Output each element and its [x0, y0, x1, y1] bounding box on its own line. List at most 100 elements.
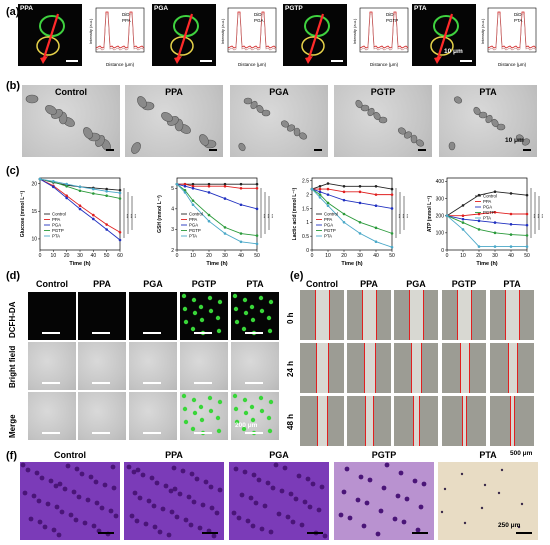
- scratch-image: [394, 343, 438, 393]
- x-tick-label: 0: [39, 253, 42, 259]
- scale-bar: [523, 149, 531, 151]
- data-point: [118, 230, 122, 234]
- legend-label: PTA: [189, 234, 197, 239]
- y-axis-label: Intensity (a.u.): [88, 18, 93, 44]
- scale-bar: [331, 60, 343, 62]
- cell: [203, 479, 209, 485]
- significance-label: ***: [125, 214, 129, 219]
- data-point: [78, 189, 82, 193]
- legend-group: PGA: [254, 18, 264, 23]
- data-point: [374, 204, 378, 207]
- row-title: Merge: [8, 414, 17, 438]
- data-point: [525, 223, 529, 227]
- line-chart: 0 10 20 30 40 50 2 3 4 5 Time (h) GSH (mmol L⁻¹) Con…: [157, 177, 274, 267]
- cell: [151, 503, 157, 509]
- cell: [134, 518, 140, 524]
- cell: [355, 99, 363, 109]
- cell: [285, 514, 291, 520]
- tile-label: PTA: [414, 5, 427, 12]
- cell: [45, 105, 57, 115]
- cell: [322, 533, 328, 539]
- x-tick-label: 50: [524, 253, 530, 259]
- cell: [520, 502, 524, 506]
- cells-drawing: [131, 96, 217, 154]
- scratch-edge-right: [421, 343, 422, 393]
- x-axis-label: Time (h): [69, 261, 90, 267]
- data-point: [191, 184, 195, 188]
- cell: [381, 485, 387, 491]
- cell: [171, 465, 177, 471]
- data-point: [509, 233, 513, 236]
- cell: [460, 472, 464, 476]
- x-tick-label: 20: [64, 253, 70, 259]
- cell: [169, 509, 175, 515]
- column-title: PGTP: [371, 450, 397, 460]
- cell: [131, 469, 137, 475]
- significance-label: ***: [401, 214, 405, 219]
- cell: [146, 498, 152, 504]
- series-line-pgtp: [446, 215, 528, 236]
- cell-membrane-drawing: [430, 13, 459, 64]
- data-point: [461, 221, 465, 224]
- green-cell: [207, 295, 213, 301]
- cell: [243, 97, 253, 105]
- data-point: [239, 232, 243, 235]
- cell: [183, 517, 189, 523]
- data-point: [374, 193, 378, 196]
- green-cell: [259, 308, 265, 314]
- migrated-cells: [231, 462, 328, 539]
- data-point: [191, 203, 195, 207]
- data-point: [358, 185, 362, 188]
- green-cell: [232, 393, 238, 399]
- data-point: [175, 182, 179, 186]
- x-tick-label: 10: [51, 253, 57, 259]
- data-point: [509, 222, 513, 226]
- scratch-edge-right: [466, 396, 467, 446]
- scratch-image: [347, 290, 391, 340]
- green-cell: [241, 326, 247, 332]
- green-cell: [249, 404, 255, 410]
- data-point: [52, 185, 55, 189]
- cell: [79, 471, 85, 477]
- series-line-pta: [446, 215, 527, 248]
- y-tick-label: 100: [436, 231, 445, 237]
- microscopy-image: [129, 342, 177, 390]
- y-tick-label: 0.5: [302, 234, 309, 240]
- microscopy-image: [78, 342, 126, 390]
- x-tick-label: 40: [238, 253, 244, 259]
- scratch-edge-right: [328, 343, 329, 393]
- series-line-ppa: [312, 188, 392, 196]
- data-point: [92, 187, 95, 191]
- significance-label: ***: [405, 214, 409, 219]
- plot-frame: [227, 7, 277, 53]
- data-point: [326, 187, 330, 191]
- data-point: [461, 217, 465, 221]
- series-line-control: [446, 191, 528, 217]
- cell: [137, 495, 143, 501]
- x-tick-label: 40: [91, 253, 97, 259]
- cell: [517, 525, 521, 529]
- x-tick-label: 0: [311, 253, 314, 259]
- scratch-gap: [507, 343, 517, 393]
- y-tick-label: 200: [436, 214, 445, 220]
- green-cell: [217, 399, 223, 405]
- scratch-image: [300, 290, 344, 340]
- cell: [375, 531, 381, 537]
- data-point: [390, 245, 394, 249]
- x-tick-label: 50: [104, 253, 110, 259]
- cell: [338, 512, 344, 518]
- data-point: [525, 212, 529, 216]
- data-point: [318, 196, 322, 199]
- cell: [108, 508, 114, 514]
- data-point: [342, 212, 346, 216]
- scratch-gap: [316, 343, 328, 393]
- brightfield-image: PPA: [125, 85, 223, 157]
- data-point: [493, 210, 497, 214]
- scale-bar: [314, 149, 322, 151]
- line-chart: 0 10 20 30 40 50 0 0.5 1 1.5 2 2.5 Time (h) Lactic ac…: [292, 177, 409, 267]
- cell: [418, 504, 424, 510]
- cell: [290, 519, 296, 525]
- legend-label: PGA: [52, 223, 61, 228]
- cell: [238, 142, 246, 152]
- x-tick-label: 50: [254, 253, 260, 259]
